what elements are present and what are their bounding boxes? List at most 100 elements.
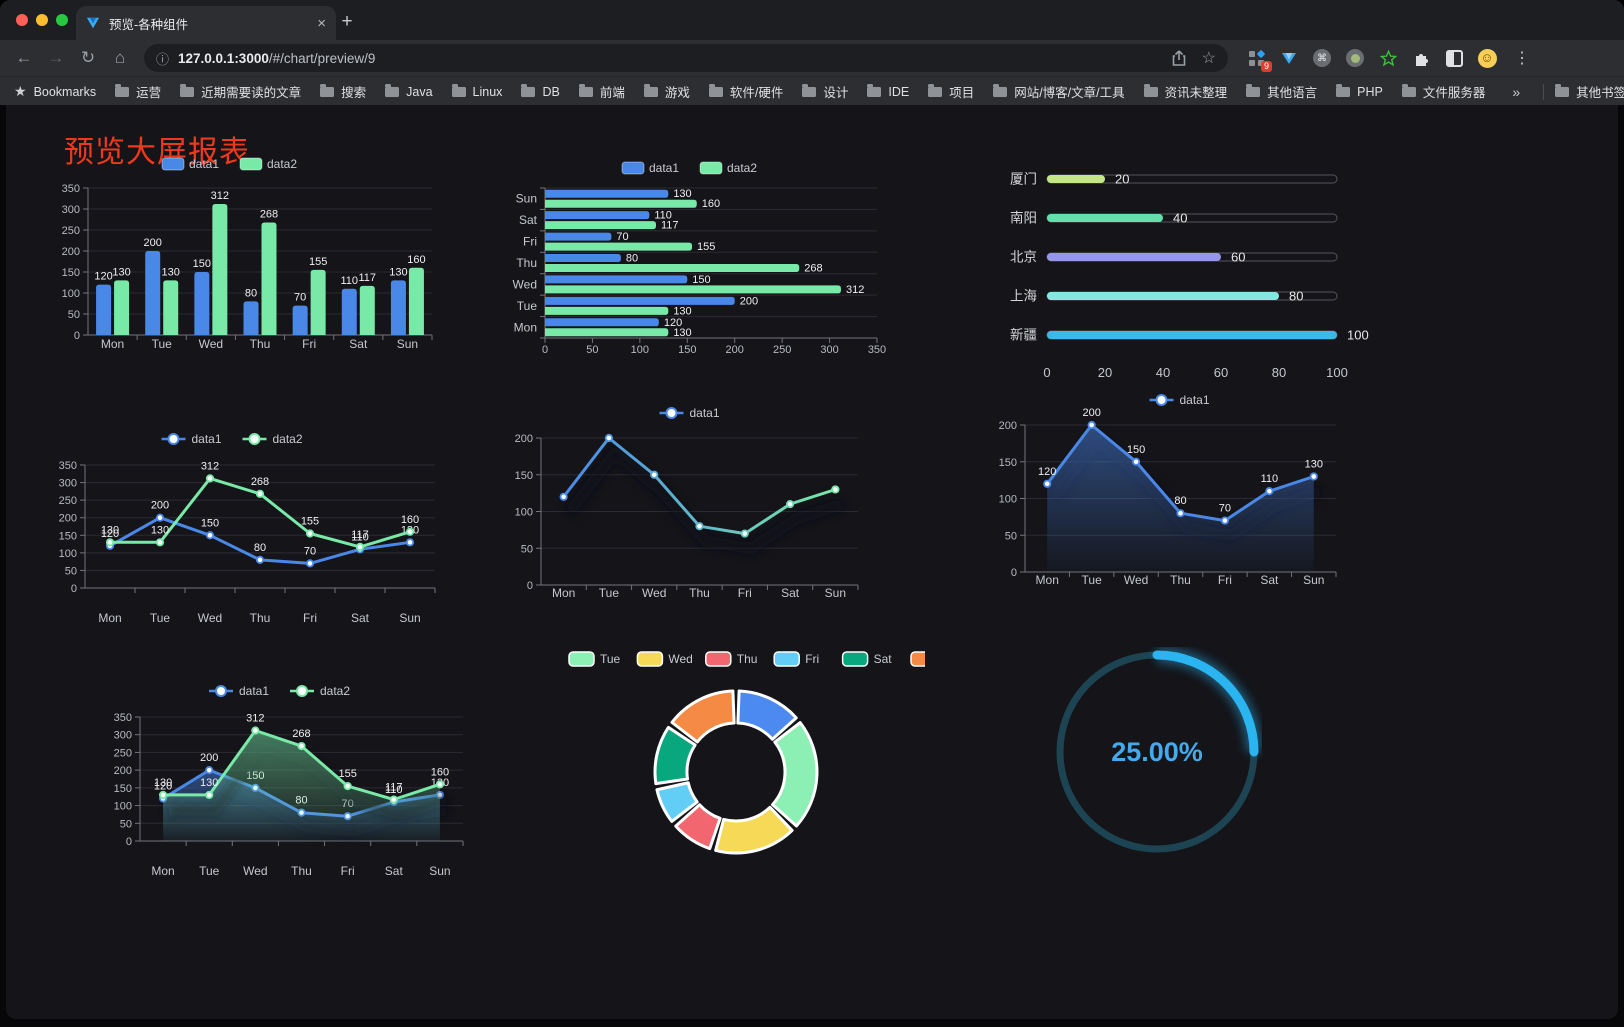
svg-text:Thu: Thu [516,256,537,270]
svg-text:300: 300 [820,344,838,356]
vue-devtools-icon[interactable] [1279,48,1299,68]
bookmark-folder[interactable]: 运营 [115,82,161,101]
svg-text:150: 150 [1127,444,1145,456]
svg-text:Mon: Mon [101,337,124,351]
reload-icon[interactable]: ↻ [80,48,96,67]
svg-text:40: 40 [1156,365,1170,380]
svg-text:Sat: Sat [385,864,404,878]
puzzle-extension-icon[interactable] [1411,48,1431,68]
close-window-button[interactable] [16,14,28,26]
svg-text:268: 268 [260,208,278,220]
folder-icon [521,83,536,97]
svg-text:Mon: Mon [98,611,121,625]
svg-text:150: 150 [692,274,710,286]
svg-text:130: 130 [673,188,691,200]
maximize-window-button[interactable] [56,14,68,26]
svg-text:117: 117 [359,272,377,284]
folder-icon [1401,83,1416,97]
svg-text:110: 110 [385,784,403,796]
svg-text:Thu: Thu [250,337,271,351]
bookmark-folder[interactable]: 资讯未整理 [1143,82,1227,101]
bookmark-folder[interactable]: DB [521,83,560,99]
bookmark-folder[interactable]: 项目 [928,82,974,101]
svg-text:300: 300 [62,204,80,216]
command-extension-icon[interactable]: ⌘ [1312,48,1332,68]
svg-text:data1: data1 [192,432,222,446]
svg-text:南阳: 南阳 [1010,211,1037,226]
chart-area-double[interactable]: 0 50 100 150 200 250 300 350 Mon Tue Wed Thu Fri Sat S… [100,675,480,890]
svg-text:120: 120 [1038,466,1056,478]
bookmark-folder[interactable]: 近期需要读的文章 [180,82,301,101]
bookmark-star-icon[interactable]: ☆ [1201,50,1216,67]
menu-kebab-icon[interactable]: ⋮ [1514,50,1530,67]
chart-area-basic[interactable]: 0 50 100 150 200 Mon Tue Wed Thu Fri Sat Sun 120 200 1… [995,388,1385,603]
svg-text:50: 50 [65,565,77,577]
svg-text:data2: data2 [267,157,297,171]
chart-line-basic[interactable]: 0 50 100 150 200 250 300 350 Mon Tue Wed Thu Fri Sat S… [45,425,440,640]
svg-text:312: 312 [201,460,219,472]
site-info-icon[interactable]: ⓘ [156,51,170,67]
svg-text:Tue: Tue [517,299,538,313]
bookmark-folder[interactable]: 设计 [802,82,848,101]
svg-text:Tue: Tue [152,337,173,351]
new-tab-button[interactable]: + [341,11,353,32]
bookmarks-manager[interactable]: ★ Bookmarks [14,83,96,100]
home-icon[interactable]: ⌂ [114,48,126,67]
chart-gauge-progress[interactable]: 25.00% [1052,647,1262,857]
bookmark-folder[interactable]: 软件/硬件 [708,82,783,101]
address-bar[interactable]: ⓘ 127.0.0.1:3000/#/chart/preview/9 ☆ [144,44,1228,72]
svg-text:130: 130 [112,266,130,278]
svg-text:data2: data2 [320,684,350,698]
bookmarks-label: Bookmarks [33,84,97,99]
bookmarks-overflow-icon[interactable]: » [1512,83,1521,100]
svg-text:300: 300 [59,478,77,490]
back-icon[interactable]: ← [15,48,33,67]
svg-text:160: 160 [401,514,419,526]
bookmark-folder[interactable]: 游戏 [643,82,690,101]
svg-text:120: 120 [664,317,682,329]
bookmark-folder[interactable]: Linux [451,83,502,99]
svg-text:155: 155 [309,256,327,268]
bookmark-folder-label: 游戏 [664,86,690,100]
chart-city-progress[interactable]: 厦门 20 南阳 40 北京 60 上海 80 新疆 100 0 20 40 60 80 100 [995,150,1395,390]
bookmark-folder[interactable]: 网站/博客/文章/工具 [993,82,1125,101]
bookmark-folder-label: PHP [1357,84,1383,99]
bookmark-folder[interactable]: 其他语言 [1246,82,1317,101]
forward-icon[interactable]: → [47,48,65,67]
extension-badge: 9 [1260,61,1272,72]
svg-text:Wed: Wed [199,337,223,351]
svg-text:Fri: Fri [523,235,537,249]
svg-text:Mon: Mon [514,320,537,334]
bookmark-folder[interactable]: Java [385,83,433,99]
bookmark-folder[interactable]: PHP [1336,83,1383,99]
svg-text:70: 70 [304,545,316,557]
svg-text:50: 50 [120,818,132,830]
chart-bar-horizontal[interactable]: 0 50 100 150 200 250 300 350 Mon 120 130 Tue 200 130 W… [505,150,895,365]
folder-icon [1336,83,1351,97]
svg-text:80: 80 [1289,289,1303,304]
other-bookmarks[interactable]: 其他书签 [1555,82,1624,101]
svg-text:120: 120 [101,528,119,540]
svg-text:20: 20 [1098,365,1112,380]
svg-text:130: 130 [162,266,180,278]
bookmark-folder[interactable]: IDE [867,83,909,99]
chart-bar-vertical[interactable]: 0 50 100 150 200 250 300 350 Mon Tue Wed Thu Fri Sat S… [40,148,440,363]
bookmark-folder-label: 网站/博客/文章/工具 [1014,86,1125,100]
chart-line-gradient[interactable]: 0 50 100 150 200 Mon Tue Wed Thu Fri Sat Sun data1 [505,398,895,613]
bookmark-folder[interactable]: 前端 [578,82,625,101]
split-screen-extension-icon[interactable] [1444,48,1464,68]
recorder-extension-icon[interactable] [1345,48,1365,68]
tab-close-icon[interactable]: × [317,14,326,32]
svg-text:150: 150 [999,457,1017,469]
svg-text:200: 200 [200,752,218,764]
bookmark-folder[interactable]: 文件服务器 [1401,82,1485,101]
share-icon[interactable] [1172,50,1186,66]
minimize-window-button[interactable] [36,14,48,26]
extension-grid-icon[interactable]: 9 [1246,48,1272,72]
browser-tab[interactable]: 预览-各种组件 × [76,6,336,40]
svg-text:Sat: Sat [519,213,538,227]
bookmark-folder[interactable]: 搜索 [320,82,366,101]
emoji-avatar-icon[interactable]: ☺ [1477,48,1497,68]
green-star-extension-icon[interactable] [1378,48,1398,68]
